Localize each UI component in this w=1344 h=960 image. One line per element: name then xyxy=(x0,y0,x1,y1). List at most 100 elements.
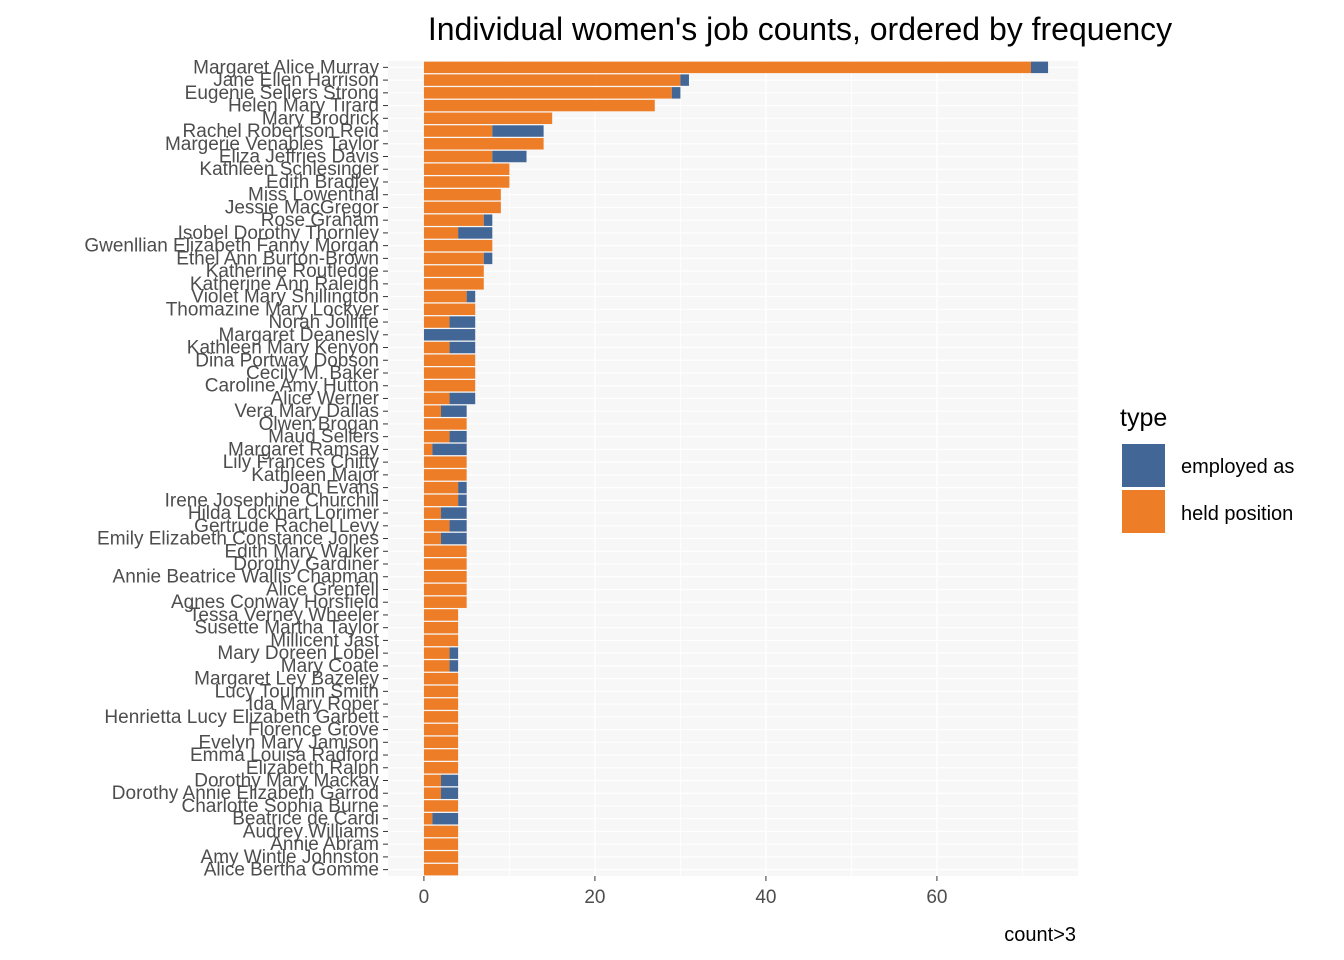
y-tick-label: Mary Doreen Lobel xyxy=(217,643,379,664)
bar-held-position xyxy=(423,341,450,354)
bar-held-position xyxy=(423,367,476,379)
y-tick-label: Margaret Deanesly xyxy=(218,325,379,346)
bar-employed-as xyxy=(441,405,467,417)
y-tick-label: Annie Abram xyxy=(270,834,379,855)
y-tick-label: Emma Louisa Radford xyxy=(190,745,379,766)
y-tick-label: Thomazine Mary Lockyer xyxy=(166,299,380,320)
bar-held-position xyxy=(423,685,459,698)
bar-held-position xyxy=(423,138,544,150)
y-tick-label: Olwen Brogan xyxy=(259,414,379,435)
legend-swatch-employed-as xyxy=(1122,444,1165,487)
bar-employed-as xyxy=(449,430,467,443)
bar-held-position xyxy=(423,150,493,163)
bar-employed-as xyxy=(449,647,459,659)
y-tick-label: Beatrice de Cardi xyxy=(232,809,379,830)
y-tick-label: Kathleen Mary Kenyon xyxy=(187,338,379,359)
legend-label-employed-as: employed as xyxy=(1181,456,1294,478)
plot-panel xyxy=(388,61,1078,876)
bar-employed-as xyxy=(492,125,544,137)
bar-employed-as xyxy=(441,787,459,799)
y-tick-label: Isobel Dorothy Thornley xyxy=(178,223,380,244)
bar-held-position xyxy=(423,418,467,430)
legend-label-held-position: held position xyxy=(1181,503,1293,525)
bar-employed-as xyxy=(671,87,681,99)
bar-employed-as xyxy=(680,74,689,86)
bar-held-position xyxy=(423,87,672,99)
bar-employed-as xyxy=(483,214,493,226)
y-tick-label: Norah Jolliffe xyxy=(268,312,379,333)
y-tick-label: Amy Wintle Johnston xyxy=(201,847,379,868)
bar-held-position xyxy=(423,290,467,303)
legend-swatch-held-position xyxy=(1122,490,1165,533)
x-tick-label: 60 xyxy=(926,887,947,908)
y-tick-label: Emily Elizabeth Constance Jones xyxy=(97,529,379,550)
bar-employed-as xyxy=(449,392,476,405)
bar-held-position xyxy=(423,647,450,659)
y-tick-label: Margerie Venables Taylor xyxy=(165,134,380,155)
bar-held-position xyxy=(423,711,459,723)
bar-held-position xyxy=(423,214,484,226)
bar-held-position xyxy=(423,545,467,558)
y-tick-label: Caroline Amy Hutton xyxy=(205,376,379,397)
y-tick-label: Alice Bertha Gomme xyxy=(204,860,379,881)
y-tick-label: Lily Frances Chitty xyxy=(223,452,380,473)
bar-held-position xyxy=(423,571,467,583)
bar-held-position xyxy=(423,596,467,608)
y-tick-label: Cecily M. Baker xyxy=(246,363,380,384)
bar-employed-as xyxy=(449,660,459,672)
legend: type employed as held position xyxy=(1120,404,1294,533)
y-tick-label: Helen Mary Tirard xyxy=(228,96,379,117)
x-tick-label: 20 xyxy=(584,887,605,908)
y-tick-label: Dina Portway Dobson xyxy=(195,350,379,371)
y-tick-label: Audrey Williams xyxy=(243,821,379,842)
y-tick-label: Margaret Alice Murray xyxy=(193,57,379,78)
chart-title: Individual women's job counts, ordered b… xyxy=(428,11,1172,47)
grid-lines xyxy=(388,61,1078,876)
y-tick-label: Henrietta Lucy Elizabeth Garbett xyxy=(104,707,379,728)
bar-held-position xyxy=(423,736,459,749)
bar-held-position xyxy=(423,609,459,621)
y-tick-label: Katherine Routledge xyxy=(206,261,379,282)
bar-held-position xyxy=(423,188,501,201)
bar-held-position xyxy=(423,583,467,596)
bar-held-position xyxy=(423,430,450,443)
bar-held-position xyxy=(423,634,459,647)
bar-held-position xyxy=(423,176,510,188)
y-tick-label: Elizabeth Ralph xyxy=(246,758,379,779)
bar-held-position xyxy=(423,61,1031,74)
y-tick-label: Evelyn Mary Jamison xyxy=(198,732,379,753)
bar-held-position xyxy=(423,265,484,277)
y-tick-label: Annie Beatrice Wallis Chapman xyxy=(113,567,379,588)
bar-held-position xyxy=(423,672,459,685)
y-tick-label: Violet Mary Shillington xyxy=(191,287,379,308)
y-tick-label: Margaret Ley Bazeley xyxy=(194,669,379,690)
y-tick-label: Dorothy Gardiner xyxy=(233,554,379,575)
bar-held-position xyxy=(423,125,493,137)
bar-held-position xyxy=(423,558,467,570)
bar-held-position xyxy=(423,278,484,290)
bar-employed-as xyxy=(458,481,467,494)
bar-held-position xyxy=(423,112,553,125)
bar-held-position xyxy=(423,494,459,507)
bar-held-position xyxy=(423,481,459,494)
y-tick-label: Alice Grenfell xyxy=(266,579,379,600)
y-tick-label: Edith Mary Walker xyxy=(225,541,380,562)
bar-held-position xyxy=(423,379,476,392)
bar-held-position xyxy=(423,762,459,774)
bar-held-position xyxy=(423,749,459,761)
bar-held-position xyxy=(423,825,459,838)
bar-held-position xyxy=(423,239,493,252)
bar-held-position xyxy=(423,787,442,799)
x-tick-labels: 0 20 40 60 xyxy=(419,876,947,908)
y-tick-label: Jane Ellen Harrison xyxy=(213,70,379,91)
bar-employed-as xyxy=(449,341,476,354)
y-tick-label: Katherine Ann Raleigh xyxy=(190,274,379,295)
bar-employed-as xyxy=(466,290,476,303)
y-tick-label: Rose Graham xyxy=(261,210,379,231)
y-tick-label: Dorothy Annie Elizabeth Garrod xyxy=(112,783,379,804)
bar-held-position xyxy=(423,392,450,405)
bar-employed-as xyxy=(483,252,493,265)
bar-held-position xyxy=(423,520,450,532)
